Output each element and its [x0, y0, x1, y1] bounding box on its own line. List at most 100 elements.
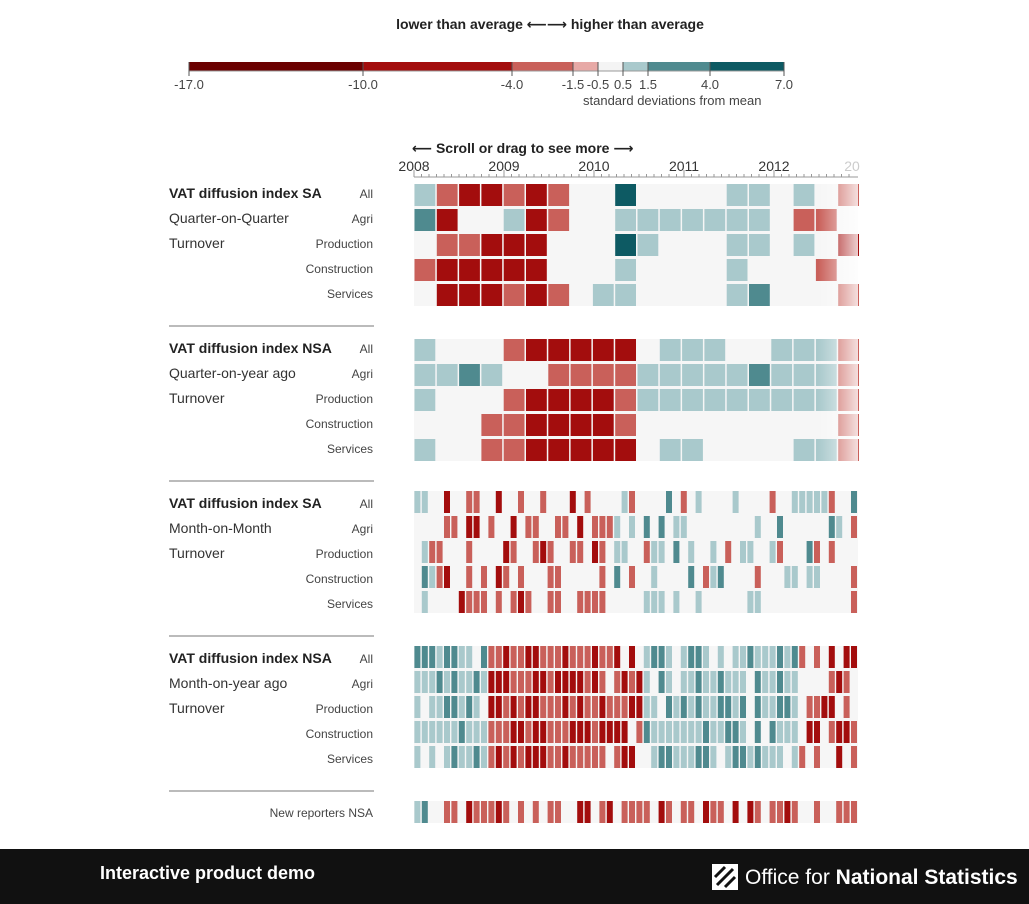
heatmap-cell [777, 721, 783, 743]
heatmap-cell [710, 541, 717, 563]
heatmap-cell [458, 721, 465, 743]
heatmap-cell [828, 721, 835, 743]
heatmap-cell [658, 721, 665, 743]
heatmap-cell [725, 721, 732, 743]
heatmap-cell [704, 209, 726, 231]
heatmap-cell [436, 259, 458, 281]
heatmap-cell [532, 671, 539, 693]
block-note: Turnover [169, 390, 225, 406]
heatmap-cell [481, 414, 503, 436]
heatmap-cell [599, 801, 606, 823]
heatmap-cell [592, 696, 598, 718]
heatmap-cell [606, 696, 613, 718]
heatmap-cell [651, 696, 658, 718]
heatmap-cell [459, 364, 480, 386]
heatmap-cell [703, 566, 709, 588]
heatmap-cell [592, 439, 614, 461]
heatmap-cell [481, 721, 487, 743]
heatmap-cell [466, 671, 473, 693]
heatmap-cell [503, 566, 510, 588]
heatmap-cell [791, 696, 798, 718]
legend-swatch [598, 62, 623, 71]
heatmap-cell [614, 696, 621, 718]
legend-tick-label: 4.0 [700, 77, 720, 92]
heatmap-cell [569, 746, 576, 768]
heatmap-cell [629, 491, 635, 513]
heatmap-cell [488, 516, 495, 538]
heatmap-cell [710, 801, 717, 823]
heatmap-cell [444, 646, 450, 668]
heatmap-cell [459, 259, 480, 281]
heatmap-cell [510, 541, 517, 563]
heatmap-cell [555, 721, 561, 743]
heatmap-cell [555, 671, 561, 693]
heatmap-cell [680, 646, 687, 668]
heatmap-cell [643, 516, 650, 538]
heatmap-cell [525, 646, 532, 668]
heatmap-cell [717, 566, 724, 588]
heatmap-cell [682, 364, 703, 386]
legend-swatch [512, 62, 573, 71]
row-label: Production [315, 237, 373, 251]
heatmap-cell [473, 801, 480, 823]
heatmap-cell [740, 671, 746, 693]
row-label: Services [326, 287, 373, 301]
heatmap-cell [518, 671, 524, 693]
heatmap-cell [547, 646, 554, 668]
heatmap-cell [518, 721, 524, 743]
heatmap-cell [843, 721, 850, 743]
heatmap-cell [747, 746, 754, 768]
heatmap-cell [843, 671, 850, 693]
heatmap-cell [659, 364, 681, 386]
heatmap-cell [769, 541, 776, 563]
heatmap-cell [658, 591, 665, 613]
year-label: 2009 [488, 158, 520, 174]
block-subtitle: Quarter-on-year ago [169, 365, 296, 381]
heatmap-cell [747, 591, 754, 613]
ons-brand[interactable]: Office for National Statistics [745, 866, 1018, 890]
heatmap-cell [518, 591, 524, 613]
heatmap-cell [659, 339, 681, 361]
heatmap-cell [547, 721, 554, 743]
heatmap-cell [577, 671, 584, 693]
heatmap-cell [688, 566, 695, 588]
heatmap-cell [680, 491, 687, 513]
heatmap-cell [666, 671, 672, 693]
heatmap-cell [717, 721, 724, 743]
heatmap-cell [636, 671, 643, 693]
heatmap-cell [793, 439, 815, 461]
heatmap-cell [592, 671, 598, 693]
heatmap-cell [526, 209, 547, 231]
heatmap-cell [569, 491, 576, 513]
heatmap-cell [547, 591, 554, 613]
heatmap-cell [570, 389, 592, 411]
heatmap-cell [503, 259, 525, 281]
heatmap-cell [629, 566, 635, 588]
heatmap-cell [606, 646, 613, 668]
heatmap-cell [791, 671, 798, 693]
heatmap-cell [643, 591, 650, 613]
heatmap-cell [754, 801, 761, 823]
legend-title: lower than average ⟵⟶ higher than averag… [396, 16, 704, 32]
heatmap-cell [444, 721, 450, 743]
heatmap-cell [436, 646, 443, 668]
heatmap-cell [769, 491, 776, 513]
heatmap-cell [658, 646, 665, 668]
row-label: Production [315, 702, 373, 716]
heatmap-cell [814, 801, 820, 823]
row-label-new-reporters: New reporters NSA [269, 806, 373, 820]
heatmap-cell [421, 541, 428, 563]
heatmap-cell [814, 541, 820, 563]
heatmap-cell [717, 801, 724, 823]
heatmap-cell [577, 541, 584, 563]
heatmap-cell [710, 746, 717, 768]
heatmap-cell [421, 671, 428, 693]
scroll-hint: ⟵ Scroll or drag to see more ⟶ [412, 140, 634, 156]
heatmap-cell [666, 491, 672, 513]
heatmap-cell [526, 439, 547, 461]
heatmap-cell [725, 671, 732, 693]
heatmap-cell [629, 696, 635, 718]
heatmap-cell [636, 801, 643, 823]
heatmap-cell [651, 566, 658, 588]
heatmap-cell [481, 671, 487, 693]
